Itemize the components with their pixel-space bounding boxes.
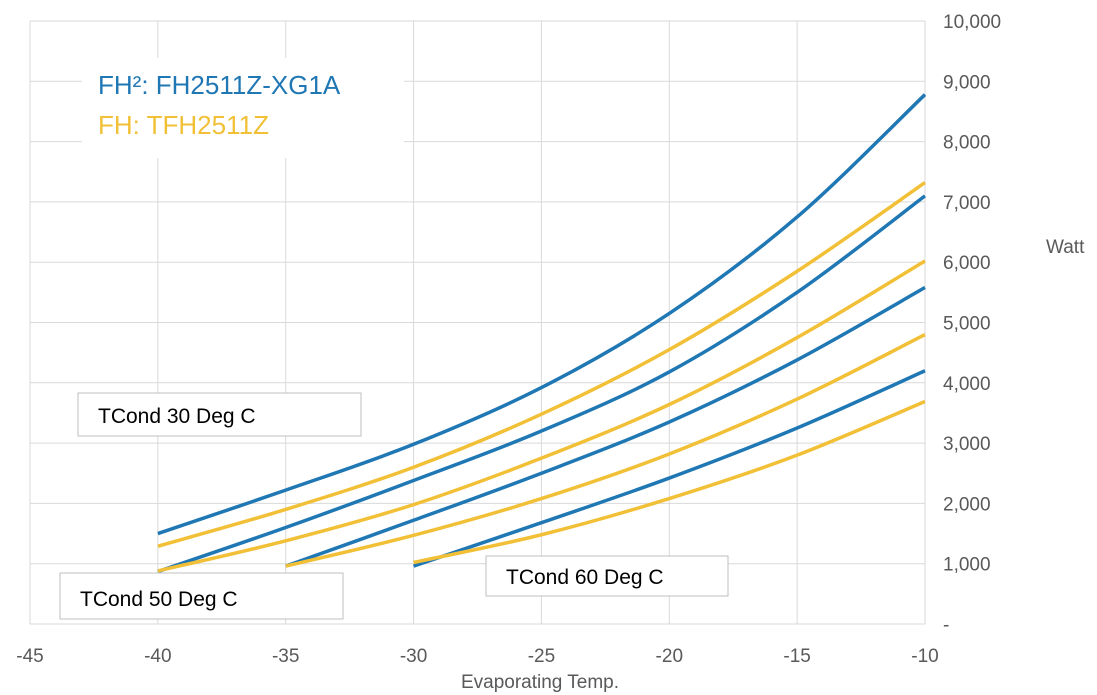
y-tick-label: 9,000 [943,72,991,93]
x-tick-label: -20 [656,646,683,667]
series-line [285,332,926,568]
legend-entry-fh: FH: TFH2511Z [98,110,269,140]
y-tick-label: - [943,615,949,636]
y-tick-label: 6,000 [943,253,991,274]
x-tick-label: -30 [400,646,427,667]
annotation-box [59,572,344,620]
series-line [157,194,927,574]
y-tick-labels: - 1,000 2,000 3,000 4,000 5,000 6,000 7,000 8,00… [943,12,1001,636]
x-tick-label: -10 [911,646,938,667]
annotation-label: TCond 60 Deg C [506,566,664,589]
y-tick-label: 3,000 [943,434,991,455]
x-tick-label: -25 [528,646,555,667]
gridlines [29,20,926,625]
annotation-box [485,555,729,597]
y-tick-label: 5,000 [943,314,991,335]
annotation-label: TCond 50 Deg C [80,588,238,611]
series-lines [157,93,927,574]
y-tick-label: 1,000 [943,555,991,576]
annotation-tcond-50: TCond 50 Deg C [59,572,344,620]
x-tick-label: -45 [16,646,43,667]
legend-entry-fh2: FH²: FH2511Z-XG1A [98,70,341,100]
legend: FH²: FH2511Z-XG1A FH: TFH2511Z [82,58,404,158]
series-line [413,369,926,568]
y-tick-label: 8,000 [943,133,991,154]
annotation-tcond-30: TCond 30 Deg C [77,392,362,437]
y-tick-label: 7,000 [943,193,991,214]
x-axis-title: Evaporating Temp. [461,672,619,693]
x-tick-label: -40 [144,646,171,667]
x-tick-labels: -45 -40 -35 -30 -25 -20 -15 -10 [16,646,938,667]
series-line [157,93,927,536]
annotation-tcond-60: TCond 60 Deg C [485,555,729,597]
x-tick-label: -35 [272,646,299,667]
series-line [157,259,926,573]
series-line [413,399,926,565]
annotation-label: TCond 30 Deg C [98,405,256,428]
y-tick-label: 4,000 [943,374,991,395]
y-tick-label: 2,000 [943,494,991,515]
annotation-box [77,392,362,437]
y-axis-title: Watt [1046,237,1085,258]
legend-background [82,58,404,158]
y-tick-label: 10,000 [943,12,1001,33]
x-tick-label: -15 [783,646,810,667]
series-line [157,181,926,548]
series-line [285,286,926,568]
